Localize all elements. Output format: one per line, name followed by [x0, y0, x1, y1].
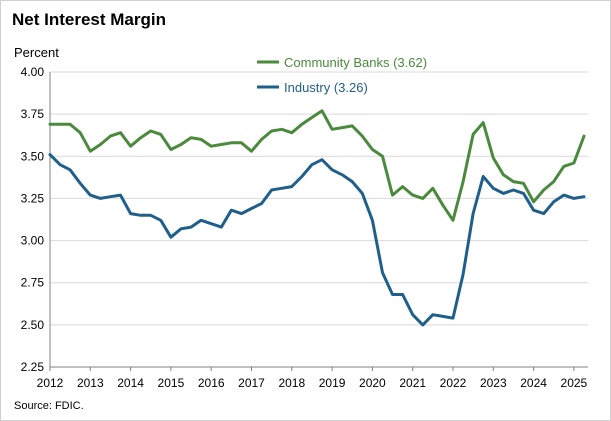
y-tick-label: 3.50	[21, 149, 45, 163]
legend-label: Industry (3.26)	[284, 80, 368, 95]
x-tick-label: 2017	[238, 376, 265, 390]
y-tick-label: 3.25	[21, 191, 45, 205]
series-lines	[48, 109, 586, 327]
industry-line	[48, 153, 586, 327]
source-note: Source: FDIC.	[14, 400, 84, 412]
legend: Community Banks (3.62) Industry (3.26)	[257, 55, 427, 95]
x-tick-label: 2015	[158, 376, 185, 390]
legend-label: Community Banks (3.62)	[284, 55, 427, 70]
axes	[49, 72, 588, 371]
y-tick-label: 4.00	[21, 65, 45, 79]
x-tick-label: 2023	[480, 376, 507, 390]
x-tick-label: 2022	[440, 376, 467, 390]
y-tick-label: 2.75	[21, 276, 45, 290]
chart-title: Net Interest Margin	[12, 10, 166, 29]
y-tick-label: 3.75	[21, 107, 45, 121]
y-tick-label: 3.00	[21, 234, 45, 248]
tick-labels: 4.00 3.75 3.50 3.25 3.00 2.75 2.50 2.25 2012 2013…	[21, 65, 588, 390]
x-tick-label: 2019	[319, 376, 346, 390]
x-tick-label: 2025	[561, 376, 588, 390]
x-tick-label: 2014	[117, 376, 144, 390]
gridlines	[50, 71, 588, 326]
y-tick-label: 2.50	[21, 318, 45, 332]
x-tick-label: 2013	[77, 376, 104, 390]
community-banks-line	[48, 109, 586, 222]
x-tick-label: 2020	[359, 376, 386, 390]
x-tick-label: 2018	[278, 376, 305, 390]
x-tick-label: 2012	[37, 376, 64, 390]
x-tick-label: 2016	[198, 376, 225, 390]
x-tick-label: 2024	[520, 376, 547, 390]
y-tick-label: 2.25	[21, 360, 45, 374]
y-axis-label: Percent	[14, 45, 59, 60]
x-tick-label: 2021	[399, 376, 426, 390]
